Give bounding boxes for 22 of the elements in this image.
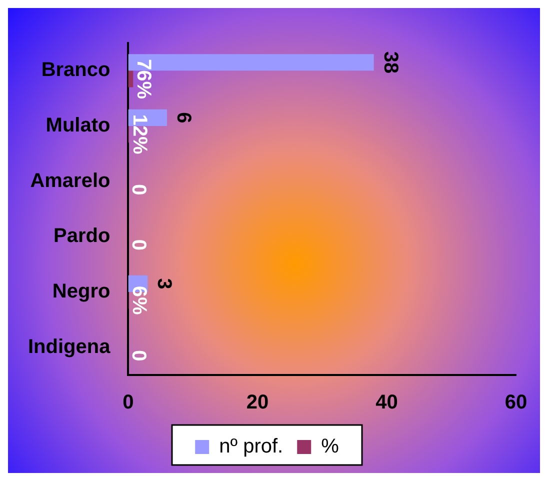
x-tick-label: 0 bbox=[122, 392, 134, 414]
x-tick-label: 40 bbox=[376, 392, 398, 414]
bar bbox=[128, 70, 134, 88]
y-tick-label: Amarelo bbox=[30, 170, 110, 192]
legend-label: % bbox=[321, 436, 340, 458]
data-label: 38 bbox=[379, 51, 402, 74]
data-label: 0 bbox=[128, 184, 150, 196]
data-label: 0 bbox=[128, 350, 150, 362]
data-label: 3 bbox=[153, 278, 176, 290]
data-label: 12% bbox=[128, 114, 150, 155]
data-label: 6 bbox=[172, 112, 194, 124]
y-tick-label: Mulato bbox=[46, 114, 110, 137]
x-tick-label: 60 bbox=[504, 392, 528, 414]
data-label: 0 bbox=[128, 239, 150, 251]
x-tick-label: 20 bbox=[246, 392, 269, 414]
legend-label: nº prof. bbox=[219, 436, 284, 458]
data-label: 6% bbox=[128, 286, 150, 315]
y-tick-label: Negro bbox=[52, 280, 110, 303]
y-tick-label: Branco bbox=[41, 59, 110, 82]
y-tick-label: Indigena bbox=[28, 336, 112, 358]
data-label: 76% bbox=[132, 58, 155, 100]
y-tick-label: Pardo bbox=[54, 225, 110, 248]
